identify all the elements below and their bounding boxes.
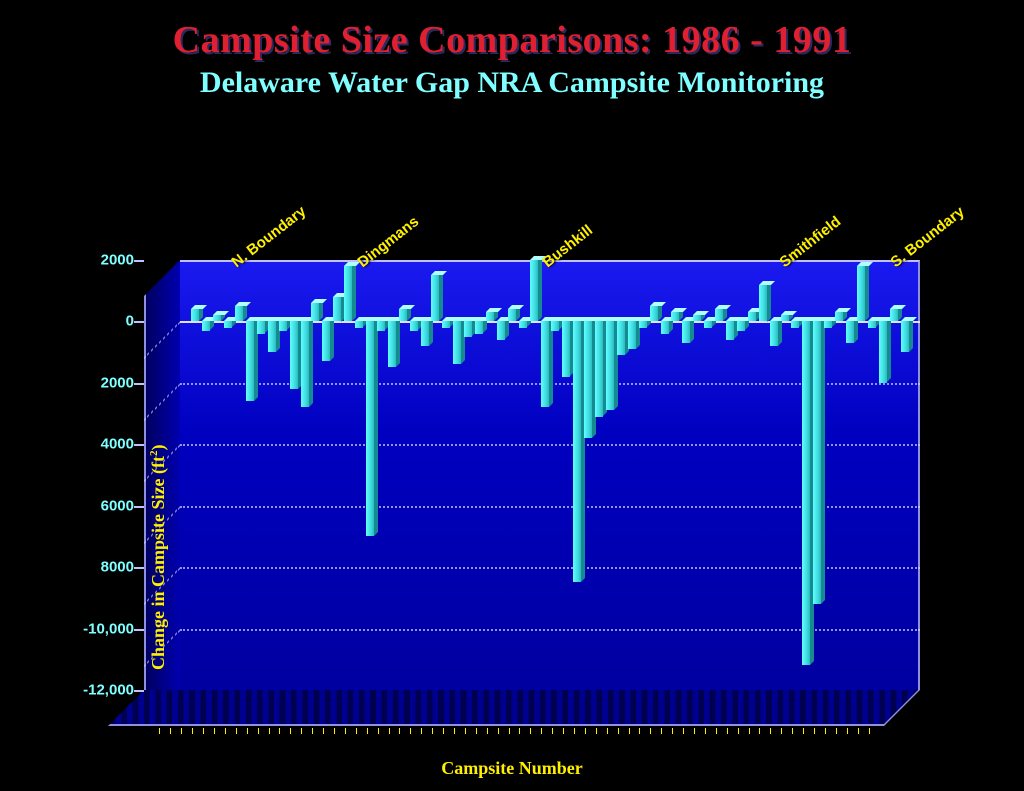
bar bbox=[475, 321, 483, 333]
bar bbox=[671, 312, 679, 321]
bar bbox=[333, 297, 341, 322]
y-tick-label: 2000 bbox=[101, 252, 134, 269]
bar bbox=[693, 315, 701, 321]
bar bbox=[726, 321, 734, 339]
bar bbox=[191, 309, 199, 321]
bar bbox=[464, 321, 472, 336]
bar bbox=[453, 321, 461, 364]
bar bbox=[486, 312, 494, 321]
bar bbox=[595, 321, 603, 416]
y-axis-label: Change in Campsite Size (ft2) bbox=[148, 445, 169, 671]
bar bbox=[257, 321, 265, 333]
bar bbox=[311, 303, 319, 321]
bar bbox=[224, 321, 232, 327]
bar bbox=[279, 321, 287, 330]
bar bbox=[301, 321, 309, 407]
y-tick-label: -12,000 bbox=[83, 682, 134, 699]
bar bbox=[770, 321, 778, 346]
bar bbox=[879, 321, 887, 382]
bar bbox=[246, 321, 254, 401]
bar bbox=[813, 321, 821, 604]
bar bbox=[584, 321, 592, 438]
bar bbox=[639, 321, 647, 327]
bar bbox=[519, 321, 527, 327]
bar bbox=[901, 321, 909, 352]
bar bbox=[791, 321, 799, 327]
y-tick-label: 0 bbox=[126, 313, 134, 330]
bar bbox=[541, 321, 549, 407]
page-title: Campsite Size Comparisons: 1986 - 1991 bbox=[0, 18, 1024, 62]
bar bbox=[781, 315, 789, 321]
bar bbox=[857, 266, 865, 321]
campsite-size-chart: 200002000400060008000-10,000-12,000 N. B… bbox=[90, 230, 950, 710]
bar bbox=[421, 321, 429, 346]
bar bbox=[290, 321, 298, 389]
bar bbox=[868, 321, 876, 327]
bar bbox=[846, 321, 854, 343]
bar bbox=[366, 321, 374, 536]
y-tick-label: 2000 bbox=[101, 374, 134, 391]
y-tick-label: -10,000 bbox=[83, 620, 134, 637]
x-axis-ticks bbox=[144, 728, 920, 740]
page-subtitle: Delaware Water Gap NRA Campsite Monitori… bbox=[0, 66, 1024, 100]
bar bbox=[628, 321, 636, 349]
bar bbox=[551, 321, 559, 330]
bar bbox=[344, 266, 352, 321]
bar bbox=[202, 321, 210, 330]
bar bbox=[431, 275, 439, 321]
bar bbox=[890, 309, 898, 321]
bar bbox=[606, 321, 614, 410]
bar-series bbox=[180, 260, 920, 690]
bar bbox=[759, 285, 767, 322]
bar bbox=[442, 321, 450, 327]
bar bbox=[650, 306, 658, 321]
bar bbox=[497, 321, 505, 339]
y-tick-label: 6000 bbox=[101, 497, 134, 514]
bar bbox=[377, 321, 385, 330]
bar bbox=[617, 321, 625, 355]
bar bbox=[824, 321, 832, 327]
bar bbox=[268, 321, 276, 352]
bar bbox=[235, 306, 243, 321]
bar bbox=[661, 321, 669, 333]
bar bbox=[737, 321, 745, 330]
bar bbox=[682, 321, 690, 343]
bar bbox=[802, 321, 810, 665]
plot-floor bbox=[108, 690, 920, 726]
bar bbox=[704, 321, 712, 327]
bar bbox=[508, 309, 516, 321]
bar bbox=[530, 260, 538, 321]
y-tick-label: 8000 bbox=[101, 559, 134, 576]
bar bbox=[322, 321, 330, 361]
bar bbox=[410, 321, 418, 330]
bar bbox=[213, 315, 221, 321]
bar bbox=[748, 312, 756, 321]
bar bbox=[562, 321, 570, 376]
bar bbox=[399, 309, 407, 321]
bar bbox=[388, 321, 396, 367]
region-label: S. Boundary bbox=[887, 203, 967, 271]
bar bbox=[573, 321, 581, 582]
bar bbox=[355, 321, 363, 327]
x-axis-label: Campsite Number bbox=[0, 758, 1024, 779]
bar bbox=[835, 312, 843, 321]
bar bbox=[715, 309, 723, 321]
y-tick-label: 4000 bbox=[101, 436, 134, 453]
